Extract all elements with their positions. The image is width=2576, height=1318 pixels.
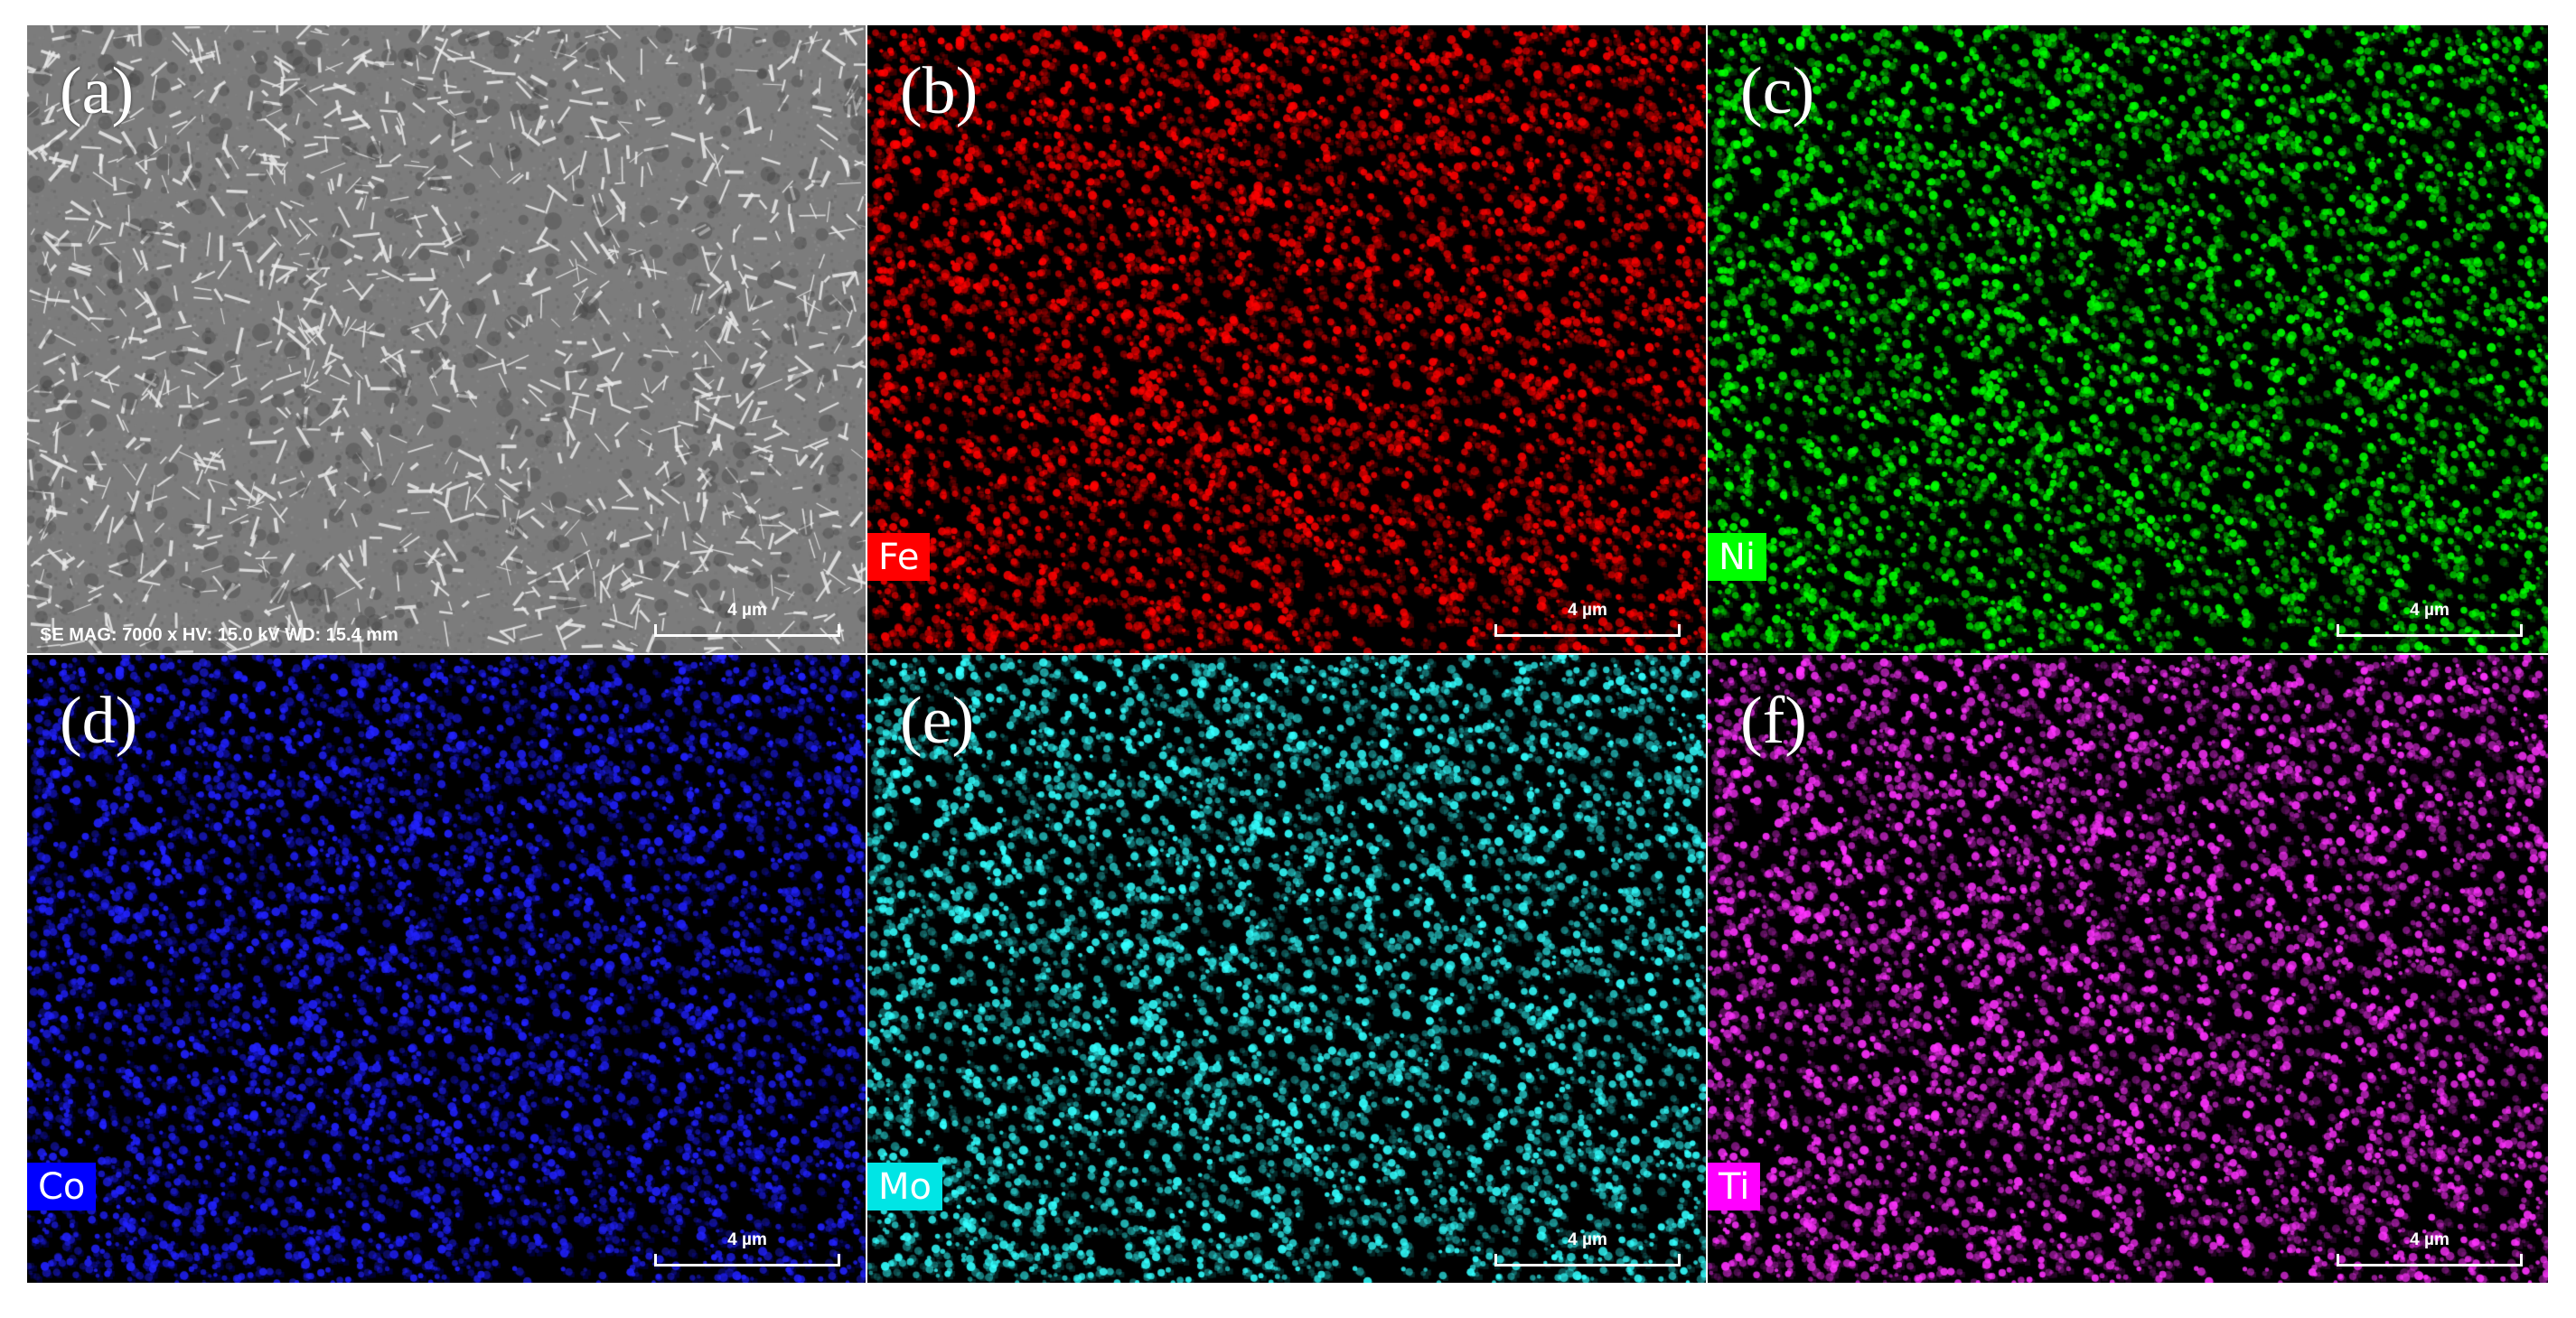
ni-map-panel: (c) Ni 4 µm — [1708, 25, 2548, 653]
scale-bar-label: 4 µm — [727, 601, 767, 620]
sem-micrograph — [27, 25, 866, 653]
scale-bar: 4 µm — [1494, 602, 1681, 637]
sem-image-panel: (a) SE MAG: 7000 x HV: 15.0 kV WD: 15.4 … — [27, 25, 866, 653]
mo-elemental-map — [867, 655, 1706, 1283]
scale-bar-label: 4 µm — [2410, 601, 2450, 620]
scale-bar: 4 µm — [1494, 1231, 1681, 1267]
panel-letter-d: (d) — [60, 684, 138, 758]
scale-bar: 4 µm — [2337, 1231, 2523, 1267]
panel-letter-a: (a) — [60, 54, 135, 128]
scale-bar-label: 4 µm — [2410, 1230, 2450, 1249]
scale-bar-line — [654, 624, 840, 637]
element-label-mo: Mo — [867, 1163, 942, 1211]
panel-letter-e: (e) — [900, 684, 975, 758]
element-label-ni: Ni — [1708, 533, 1767, 581]
scale-bar-line — [1494, 624, 1681, 637]
scale-bar-line — [2337, 1254, 2523, 1267]
co-elemental-map — [27, 655, 866, 1283]
ti-map-panel: (f) Ti 4 µm — [1708, 655, 2548, 1283]
scale-bar: 4 µm — [654, 1231, 840, 1267]
fe-elemental-map — [867, 25, 1706, 653]
scale-bar: 4 µm — [2337, 602, 2523, 637]
scale-bar-label: 4 µm — [727, 1230, 767, 1249]
scale-bar-label: 4 µm — [1568, 601, 1607, 620]
scale-bar-line — [654, 1254, 840, 1267]
scale-bar-label: 4 µm — [1568, 1230, 1607, 1249]
element-label-co: Co — [27, 1163, 97, 1211]
co-map-panel: (d) Co 4 µm — [27, 655, 866, 1283]
sem-info-bar: SE MAG: 7000 x HV: 15.0 kV WD: 15.4 mm — [40, 625, 398, 645]
scale-bar-line — [2337, 624, 2523, 637]
element-label-ti: Ti — [1708, 1163, 1761, 1211]
element-label-fe: Fe — [867, 533, 931, 581]
panel-letter-c: (c) — [1740, 54, 1815, 128]
panel-letter-b: (b) — [900, 54, 979, 128]
panel-letter-f: (f) — [1740, 684, 1807, 758]
scale-bar-line — [1494, 1254, 1681, 1267]
fe-map-panel: (b) Fe 4 µm — [867, 25, 1706, 653]
scale-bar: 4 µm — [654, 602, 840, 637]
ti-elemental-map — [1708, 655, 2548, 1283]
mo-map-panel: (e) Mo 4 µm — [867, 655, 1706, 1283]
ni-elemental-map — [1708, 25, 2548, 653]
